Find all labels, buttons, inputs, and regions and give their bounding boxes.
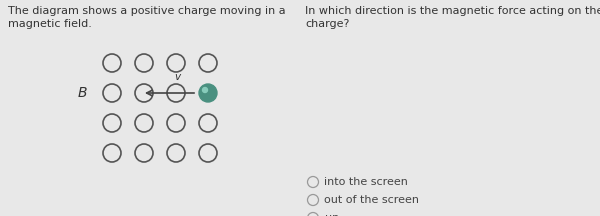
Text: v: v: [175, 72, 181, 82]
Text: The diagram shows a positive charge moving in a: The diagram shows a positive charge movi…: [8, 6, 286, 16]
Text: up: up: [325, 213, 338, 216]
Text: charge?: charge?: [305, 19, 349, 29]
Text: magnetic field.: magnetic field.: [8, 19, 92, 29]
Circle shape: [199, 84, 217, 102]
Circle shape: [203, 87, 208, 92]
Text: B: B: [77, 86, 87, 100]
Text: out of the screen: out of the screen: [325, 195, 419, 205]
Text: In which direction is the magnetic force acting on the: In which direction is the magnetic force…: [305, 6, 600, 16]
Text: into the screen: into the screen: [325, 177, 409, 187]
